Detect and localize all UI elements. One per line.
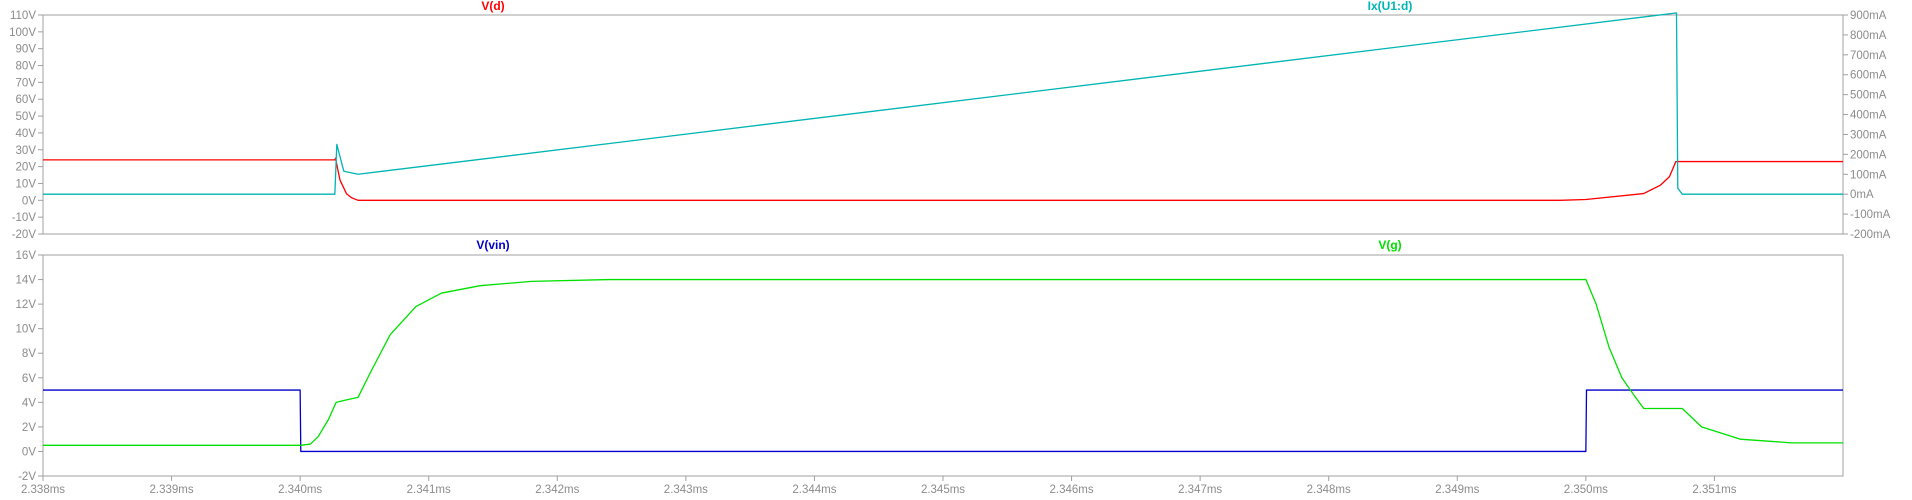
y-tick-label: 40V bbox=[16, 128, 37, 140]
y-tick-label: 100V bbox=[9, 27, 36, 39]
bottom-plot-pane[interactable]: 16V 14V 12V 10V 8V 6V 4V 2V 0V -2V2.338ms 2.339ms 2… bbox=[16, 238, 1844, 496]
plot-frame bbox=[42, 14, 1844, 235]
y-tick-label: -2V bbox=[18, 471, 36, 483]
trace-ix-u1-d bbox=[43, 12, 1843, 195]
x-tick-label: 2.341ms bbox=[407, 484, 451, 496]
y2-tick-label: 300mA bbox=[1850, 129, 1887, 141]
y2-tick-label: 400mA bbox=[1850, 110, 1887, 122]
y2-tick-label: 800mA bbox=[1850, 30, 1887, 42]
x-tick-label: 2.350ms bbox=[1564, 484, 1608, 496]
x-tick-label: 2.347ms bbox=[1178, 484, 1222, 496]
y-tick-label: 80V bbox=[16, 61, 37, 73]
y-tick-label: 12V bbox=[16, 299, 37, 311]
trace-title-v-d[interactable]: V(d) bbox=[481, 0, 504, 13]
trace-v-g bbox=[43, 278, 1843, 446]
y-tick-label: 90V bbox=[16, 44, 37, 56]
x-tick-label: 2.351ms bbox=[1692, 484, 1736, 496]
x-tick-label: 2.343ms bbox=[664, 484, 708, 496]
y2-tick-label: 700mA bbox=[1850, 50, 1887, 62]
top-plot-pane[interactable]: 110V 100V 90V 80V 70V 60V 50V 40V 30V 20V 10V 0V -10… bbox=[9, 0, 1890, 241]
y-tick-label: 10V bbox=[16, 324, 37, 336]
plot-frame bbox=[42, 254, 1844, 477]
y2-tick-label: 500mA bbox=[1850, 90, 1887, 102]
x-tick-label: 2.349ms bbox=[1435, 484, 1479, 496]
y2-tick-label: -200mA bbox=[1850, 229, 1891, 241]
y-tick-label: 60V bbox=[16, 94, 37, 106]
x-tick-label: 2.344ms bbox=[792, 484, 836, 496]
y2-tick-label: 200mA bbox=[1850, 149, 1887, 161]
y-tick-label: 50V bbox=[16, 111, 37, 123]
x-tick-label: 2.346ms bbox=[1050, 484, 1094, 496]
y-tick-label: 0V bbox=[22, 195, 36, 207]
y-tick-label: 8V bbox=[22, 348, 36, 360]
y2-tick-label: -100mA bbox=[1850, 209, 1891, 221]
y-tick-label: 6V bbox=[22, 373, 36, 385]
y2-tick-label: 100mA bbox=[1850, 169, 1887, 181]
y-tick-label: 16V bbox=[16, 250, 37, 262]
trace-v-vin bbox=[43, 389, 1843, 453]
y-tick-label: 14V bbox=[16, 275, 37, 287]
y-tick-label: 2V bbox=[22, 422, 36, 434]
x-tick-label: 2.345ms bbox=[921, 484, 965, 496]
y2-tick-label: 0mA bbox=[1850, 189, 1874, 201]
trace-title-v-vin[interactable]: V(vin) bbox=[476, 238, 509, 252]
x-tick-label: 2.338ms bbox=[21, 484, 65, 496]
x-tick-label: 2.348ms bbox=[1307, 484, 1351, 496]
trace-title-v-g[interactable]: V(g) bbox=[1378, 238, 1401, 252]
y-tick-label: 70V bbox=[16, 77, 37, 89]
y-tick-label: 20V bbox=[16, 162, 37, 174]
y-tick-label: 110V bbox=[10, 10, 36, 22]
y-tick-label: -10V bbox=[12, 212, 37, 224]
y-tick-label: 0V bbox=[22, 446, 36, 458]
trace-title-ix-u1-d[interactable]: Ix(U1:d) bbox=[1368, 0, 1413, 13]
y-tick-label: 4V bbox=[22, 397, 36, 409]
y2-tick-label: 900mA bbox=[1850, 10, 1887, 22]
y-tick-label: 30V bbox=[16, 145, 37, 157]
y2-tick-label: 600mA bbox=[1850, 70, 1887, 82]
y-tick-label: -20V bbox=[12, 229, 37, 241]
x-tick-label: 2.339ms bbox=[150, 484, 194, 496]
x-tick-label: 2.342ms bbox=[535, 484, 579, 496]
x-tick-label: 2.340ms bbox=[278, 484, 322, 496]
y-tick-label: 10V bbox=[16, 178, 37, 190]
